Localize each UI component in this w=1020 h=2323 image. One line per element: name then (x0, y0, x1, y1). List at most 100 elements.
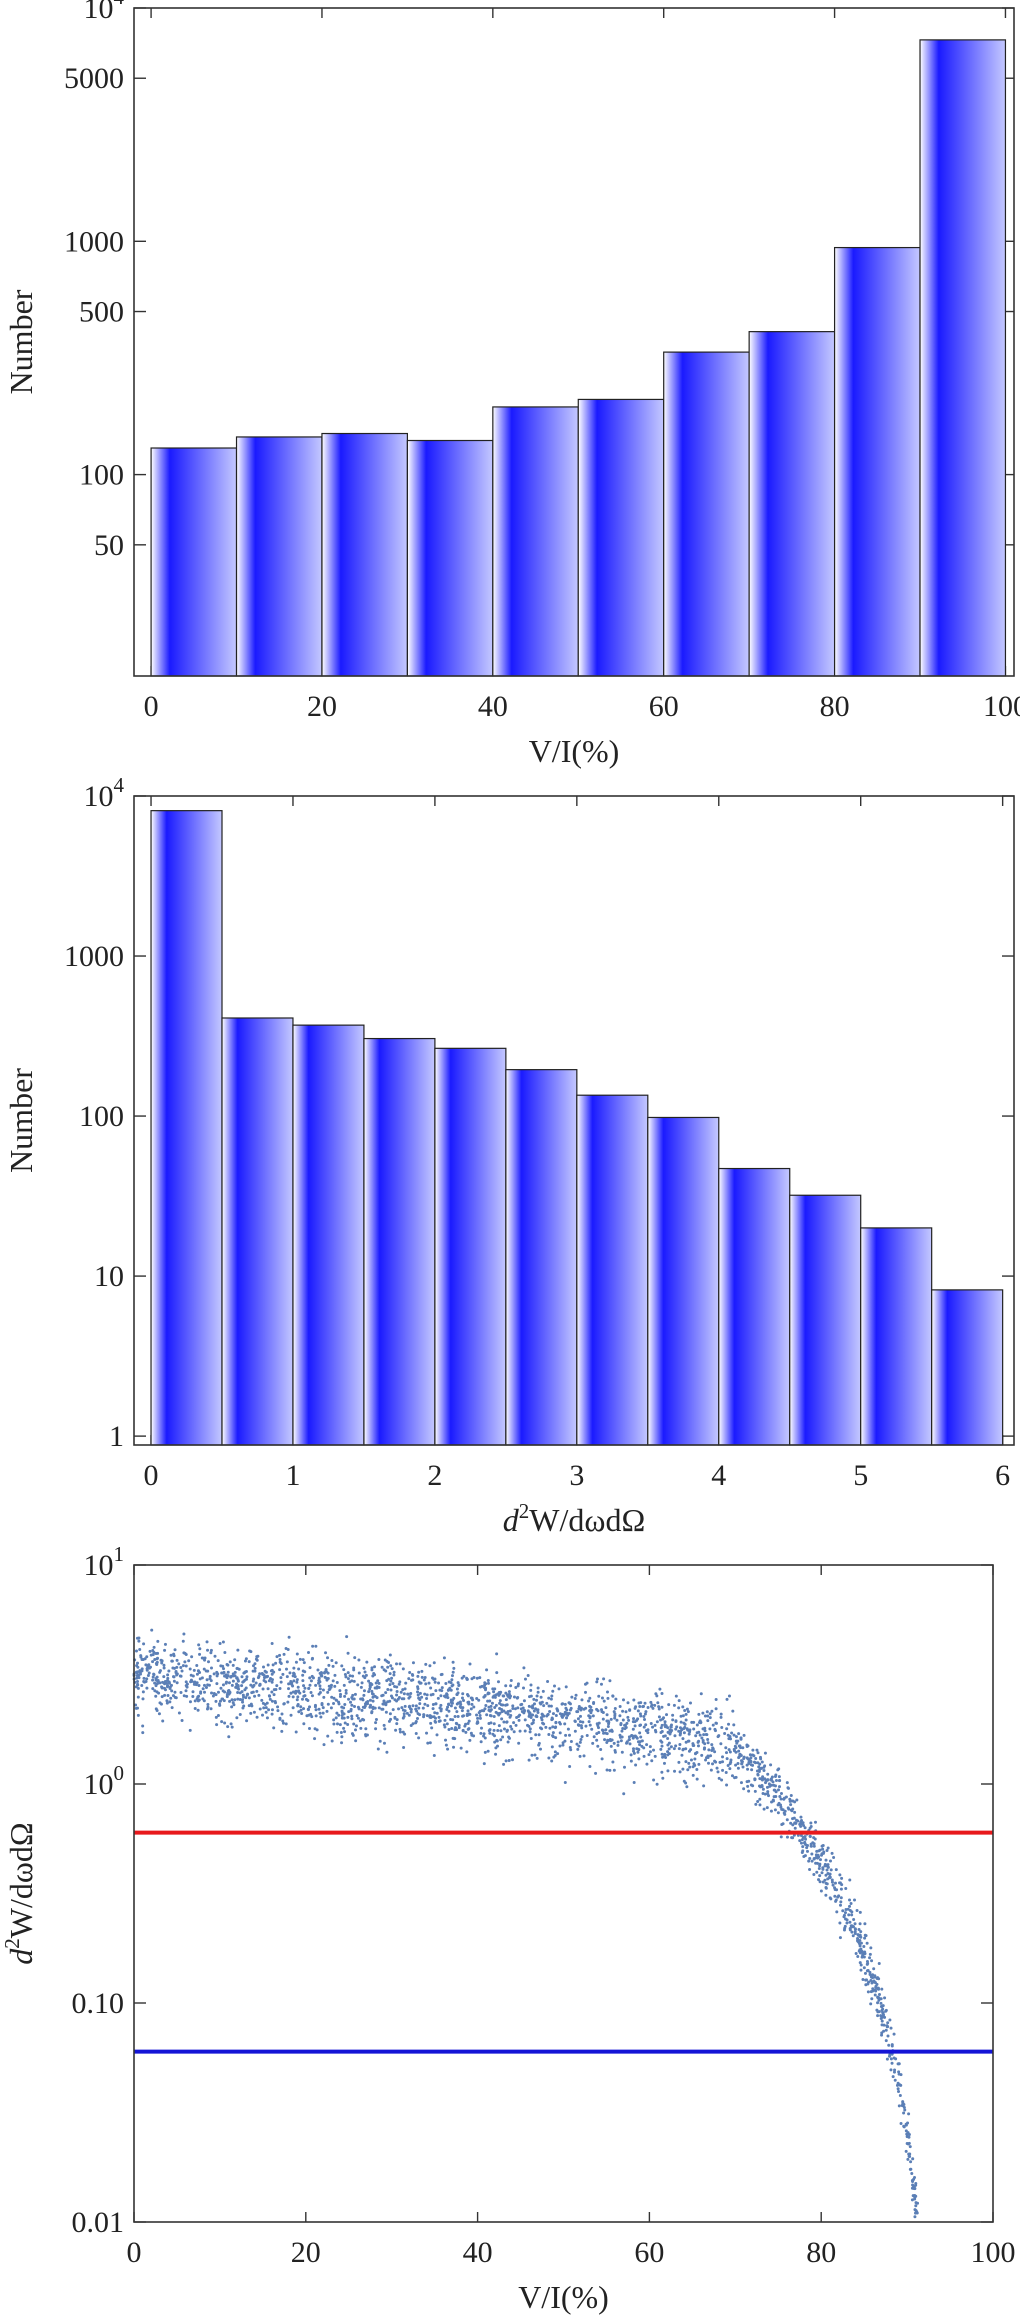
scatter-point (706, 1714, 710, 1718)
scatter-point (902, 2111, 906, 2115)
scatter-point (849, 1902, 853, 1906)
scatter-point (475, 1676, 479, 1680)
scatter-point (850, 1930, 854, 1934)
scatter-point (657, 1707, 661, 1711)
scatter-point (439, 1673, 443, 1677)
scatter-point (288, 1671, 292, 1675)
scatter-point (270, 1680, 274, 1684)
scatter-point (658, 1687, 662, 1691)
scatter-point (558, 1722, 562, 1726)
scatter-point (166, 1673, 170, 1677)
scatter-point (849, 1925, 853, 1929)
scatter-point (680, 1753, 684, 1757)
scatter-point (845, 1921, 849, 1925)
scatter-point (689, 1758, 693, 1762)
scatter-point (297, 1710, 301, 1714)
scatter-point (669, 1745, 673, 1749)
scatter-point (558, 1744, 562, 1748)
scatter-point (489, 1708, 493, 1712)
scatter-point (137, 1636, 141, 1640)
scatter-point (147, 1663, 151, 1667)
scatter-point (292, 1666, 296, 1670)
scatter-point (457, 1684, 461, 1688)
scatter-point (692, 1727, 696, 1731)
scatter-point (671, 1718, 675, 1722)
scatter-point (734, 1735, 738, 1739)
scatter-point (134, 1670, 138, 1674)
scatter-point (787, 1786, 791, 1790)
scatter-point (493, 1706, 497, 1710)
scatter-point (902, 2125, 906, 2129)
scatter-point (310, 1657, 314, 1661)
scatter-point (249, 1650, 253, 1654)
scatter-point (815, 1849, 819, 1853)
scatter-point (421, 1706, 425, 1710)
scatter-point (193, 1699, 197, 1703)
scatter-point (280, 1712, 284, 1716)
scatter-point (908, 2145, 912, 2149)
scatter-point (244, 1657, 248, 1661)
scatter-point (418, 1691, 422, 1695)
scatter-point (477, 1711, 481, 1715)
scatter-point (508, 1715, 512, 1719)
scatter-point (609, 1717, 613, 1721)
scatter-point (610, 1728, 614, 1732)
scatter-point (137, 1639, 141, 1643)
scatter-point (873, 1980, 877, 1984)
scatter-point (681, 1767, 685, 1771)
scatter-point (819, 1889, 823, 1893)
scatter-point (381, 1702, 385, 1706)
scatter-point (599, 1682, 603, 1686)
scatter-point (391, 1681, 395, 1685)
scatter-point (236, 1678, 240, 1682)
scatter-point (637, 1748, 641, 1752)
scatter-point (906, 2157, 910, 2161)
scatter-point (220, 1697, 224, 1701)
scatter-point (671, 1713, 675, 1717)
scatter-point (829, 1897, 833, 1901)
scatter-point (758, 1767, 762, 1771)
scatter-point (551, 1689, 555, 1693)
x-tick-label: 60 (634, 2236, 664, 2269)
scatter-point (660, 1740, 664, 1744)
scatter-point (457, 1723, 461, 1727)
scatter-point (804, 1837, 808, 1841)
scatter-point (728, 1750, 732, 1754)
scatter-point (287, 1635, 291, 1639)
scatter-point (403, 1704, 407, 1708)
scatter-point (764, 1781, 768, 1785)
scatter-point (179, 1666, 183, 1670)
scatter-point (275, 1684, 279, 1688)
scatter-point (300, 1711, 304, 1715)
scatter-point (196, 1708, 200, 1712)
scatter-point (397, 1682, 401, 1686)
histogram-bar (833, 246, 921, 677)
scatter-point (378, 1739, 382, 1743)
scatter-point (311, 1644, 315, 1648)
scatter-point (736, 1766, 740, 1770)
scatter-point (493, 1695, 497, 1699)
scatter-point (360, 1708, 364, 1712)
scatter-point (498, 1701, 502, 1705)
scatter-point (403, 1687, 407, 1691)
scatter-point (479, 1740, 483, 1744)
scatter-point (882, 2023, 886, 2027)
scatter-point (684, 1712, 688, 1716)
scatter-point (710, 1709, 714, 1713)
scatter-point (492, 1715, 496, 1719)
scatter-point (313, 1737, 317, 1741)
scatter-point (480, 1684, 484, 1688)
scatter-point (270, 1699, 274, 1703)
scatter-point (575, 1710, 579, 1714)
scatter-point (681, 1748, 685, 1752)
scatter-point (484, 1704, 488, 1708)
scatter-point (606, 1738, 610, 1742)
scatter-point (814, 1861, 818, 1865)
scatter-point (482, 1762, 486, 1766)
scatter-point (216, 1659, 220, 1663)
scatter-point (469, 1731, 473, 1735)
scatter-point (219, 1686, 223, 1690)
scatter-point (558, 1712, 562, 1716)
scatter-point (564, 1685, 568, 1689)
scatter-point (330, 1739, 334, 1743)
